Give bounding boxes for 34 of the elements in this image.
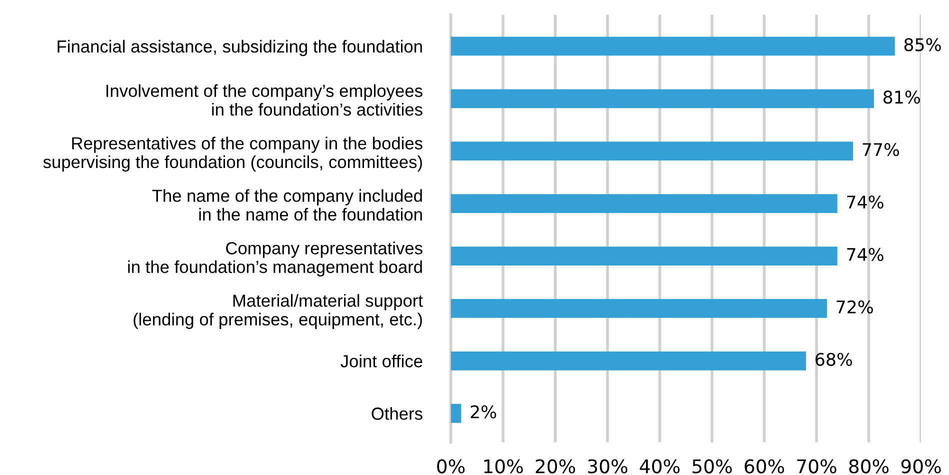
x-tick-label: 20%: [536, 459, 576, 474]
bar: [450, 299, 827, 318]
y-tick-label: Representatives of the company in the bodies supervising the foundation (councils, committees): [43, 136, 422, 172]
data-label: 74%: [847, 248, 884, 262]
data-label: 77%: [862, 143, 900, 156]
bar: [450, 351, 806, 370]
x-tick-label: 70%: [797, 459, 836, 474]
bar: [450, 89, 874, 108]
x-tick-label: 60%: [744, 459, 784, 474]
bar: [450, 194, 838, 213]
x-tick-label: 90%: [901, 459, 941, 474]
data-label: 81%: [883, 90, 920, 104]
y-tick-label: Joint office: [340, 354, 422, 368]
x-tick-label: 0%: [437, 459, 465, 474]
data-label: 2%: [470, 405, 496, 418]
x-tick-label: 50%: [692, 459, 732, 474]
x-tick-label: 40%: [640, 459, 680, 474]
y-tick-label: Financial assistance, subsidizing the foundation: [58, 40, 422, 56]
data-label: 85%: [904, 38, 941, 52]
data-label: 72%: [836, 300, 873, 314]
bar: [450, 246, 838, 266]
bar: [450, 36, 895, 56]
bar: [450, 142, 854, 161]
y-tick-label: The name of the company included in the name of the foundation: [152, 189, 422, 221]
bar: [450, 404, 462, 423]
y-tick-label: Others: [372, 407, 422, 420]
y-tick-label: Material/material support (lending of premises, equipment, etc.): [134, 294, 423, 329]
x-tick-label: 80%: [849, 459, 889, 474]
data-label: 74%: [847, 195, 884, 209]
x-tick-label: 10%: [484, 459, 523, 474]
data-label: 68%: [816, 352, 852, 366]
y-tick-label: Company representatives in the foundation’s management board: [128, 242, 422, 277]
x-tick-label: 30%: [588, 459, 628, 474]
y-tick-label: Involvement of the company’s employees in the foundation’s activities: [106, 84, 422, 116]
